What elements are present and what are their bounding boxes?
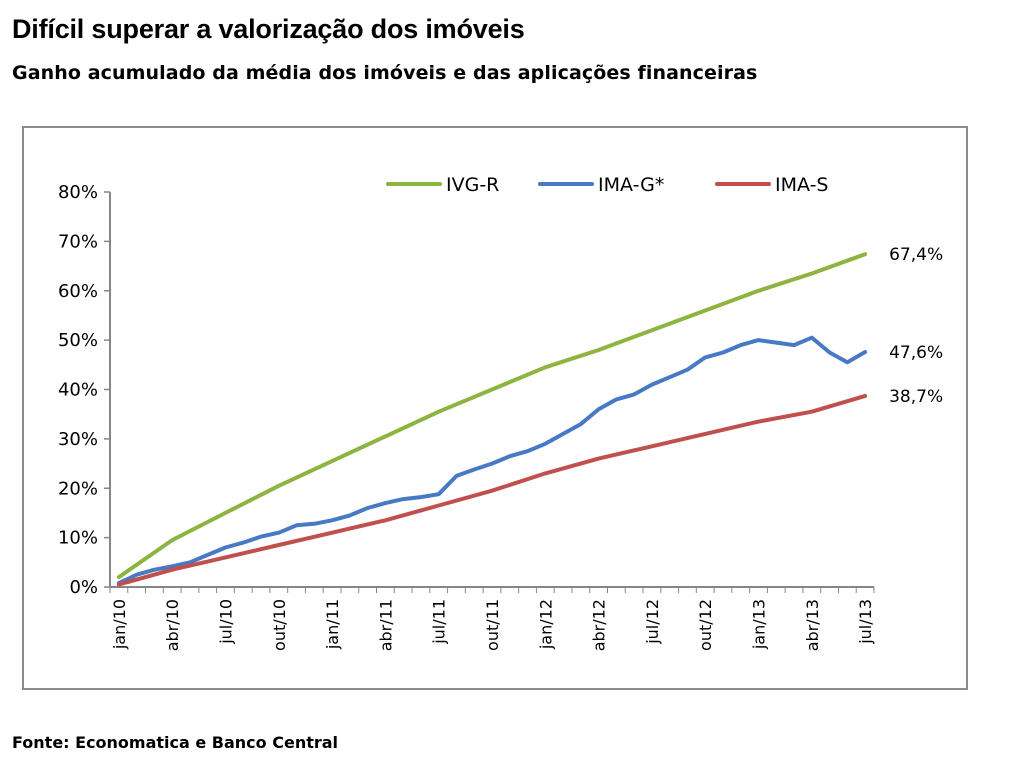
legend-label-ivg-r: IVG-R <box>446 174 499 196</box>
y-tick-label: 60% <box>58 281 98 302</box>
y-tick-label: 70% <box>58 231 98 252</box>
x-tick-label: jan/10 <box>110 599 129 650</box>
x-tick-label: abr/12 <box>590 599 609 651</box>
series-line-ima-g <box>116 335 868 586</box>
y-tick-label: 20% <box>58 478 98 499</box>
chart-frame: 0% 10% 20% 30% 40% 50% 60% 70% 80% jan/10 abr/10 ju… <box>22 126 968 690</box>
y-tick-label: 50% <box>58 330 98 351</box>
end-value-label-ima-s: 38,7% <box>889 387 943 407</box>
chart-subtitle: Ganho acumulado da média dos imóveis e d… <box>12 62 758 84</box>
line-chart: 0% 10% 20% 30% 40% 50% 60% 70% 80% jan/10 abr/10 ju… <box>58 174 943 651</box>
y-tick-label: 40% <box>58 380 98 401</box>
x-tick-label: out/12 <box>696 599 715 651</box>
series-line-ivg-r <box>116 252 868 580</box>
x-tick-label: out/11 <box>483 599 502 651</box>
y-tick-label: 0% <box>69 577 98 598</box>
x-tick-label: jul/12 <box>643 599 662 645</box>
y-tick-label: 80% <box>58 182 98 203</box>
x-tick-label: abr/13 <box>803 599 822 651</box>
end-value-label-ivg-r: 67,4% <box>889 245 943 265</box>
y-tick-label: 30% <box>58 429 98 450</box>
x-tick-label: jan/13 <box>750 599 769 650</box>
x-tick-label: jul/10 <box>216 599 235 645</box>
x-tick-label: jul/13 <box>856 599 875 645</box>
x-tick-label: out/10 <box>270 599 289 651</box>
end-value-label-ima-g: 47,6% <box>889 343 943 363</box>
x-tick-label: abr/10 <box>163 599 182 651</box>
y-tick-label: 10% <box>58 528 98 549</box>
x-tick-label: jan/11 <box>323 599 342 650</box>
chart-title: Difícil superar a valorização dos imóvei… <box>12 14 525 44</box>
x-tick-label: abr/11 <box>376 599 395 651</box>
x-tick-label: jul/11 <box>430 599 449 645</box>
legend-label-ima-s: IMA-S <box>775 174 829 196</box>
x-tick-label: jan/12 <box>536 599 555 650</box>
series-line-ima-s <box>116 393 868 587</box>
source-note: Fonte: Economatica e Banco Central <box>12 733 339 752</box>
legend-label-ima-g: IMA-G* <box>598 174 664 196</box>
